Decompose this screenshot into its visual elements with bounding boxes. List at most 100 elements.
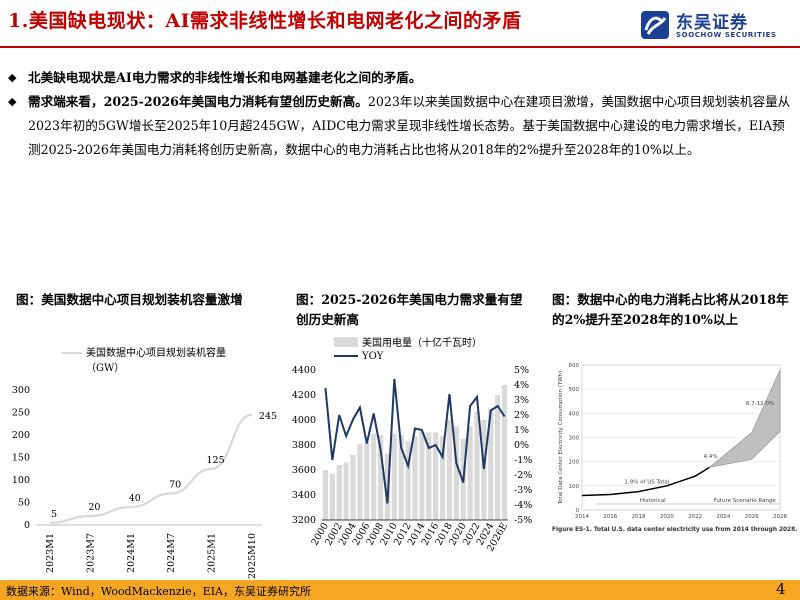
x-tick-label: 2023M1 (45, 533, 56, 573)
bar (467, 426, 473, 520)
figure-3-caption: Figure ES-1. Total U.S. data center elec… (552, 527, 798, 533)
bar (474, 411, 480, 520)
bullet-item: ◆ 需求端来看，2025-2026年美国电力消耗有望创历史新高。2023年以来美… (6, 90, 794, 162)
x-tick-label: 2024 (716, 514, 730, 520)
brand-logo: 东吴证券 SOOCHOW SECURITIES (640, 8, 790, 44)
legend-label-unit: （GW） (86, 362, 124, 374)
data-source: 数据来源：Wind，WoodMackenzie，EIA，东吴证券研究所 (6, 585, 311, 598)
bar (371, 433, 377, 520)
y-tick-label: 0 (24, 520, 30, 531)
y-tick-label: 300 (569, 436, 580, 442)
bar (377, 435, 384, 520)
figure-3-title: 图：数据中心的电力消耗占比将从2018年的2%提升至2028年的10%以上 (552, 292, 789, 327)
bar (446, 420, 453, 520)
bullet-item: ◆ 北美缺电现状是AI电力需求的非线性增长和电网基建老化之间的矛盾。 (6, 66, 794, 90)
y-tick-label: 200 (12, 430, 30, 441)
period-label: Future Scenario Range (713, 498, 776, 504)
data-label: 40 (129, 493, 141, 504)
data-label: 20 (88, 502, 100, 513)
page-number: 4 (776, 580, 786, 598)
y-right-tick-label: 5% (514, 365, 529, 376)
capacity-line-chart: 美国数据中心项目规划装机容量 （GW） 0 50 100 150 200 250 300 2023… (12, 346, 277, 579)
y-right-tick-label: 0% (514, 440, 529, 451)
yoy-line (324, 378, 506, 504)
y-left-tick-label: 4000 (292, 415, 316, 426)
data-label: 245 (259, 411, 277, 422)
x-tick-label: 2018 (632, 514, 646, 520)
bar (343, 462, 349, 520)
bar (488, 408, 494, 520)
bar (439, 436, 446, 520)
logo-text-en: SOOCHOW SECURITIES (676, 31, 777, 39)
bar (453, 426, 459, 520)
y-axis-label: Total Data Center Electricity Consumptio… (558, 371, 564, 506)
series-line (49, 413, 253, 524)
data-center-consumption-figure: 0 100 200 300 400 500 600 2014 2016 2018 2020 2022 2… (552, 355, 792, 535)
y-right-tick-label: 2% (514, 410, 529, 421)
bar (433, 432, 439, 520)
y-left-tick-label: 3600 (292, 465, 316, 476)
bar (426, 432, 432, 520)
bar (322, 470, 329, 520)
x-tick-label: 2024M7 (166, 533, 177, 573)
y-tick-label: 250 (12, 408, 30, 419)
bar (350, 455, 356, 520)
bar (398, 435, 404, 520)
y-tick-label: 50 (18, 498, 30, 509)
x-tick-label: 2023M7 (85, 533, 96, 573)
bar (419, 431, 425, 520)
x-tick-label: 2020 (660, 514, 674, 520)
y-left-tick-label: 3400 (292, 490, 316, 501)
x-tick-label: 2014 (575, 514, 589, 520)
x-tick-label: 2025M10 (247, 533, 258, 579)
consumption-line-chart: 0 100 200 300 400 500 600 2014 2016 2018 2020 2022 2… (558, 363, 787, 520)
bar (412, 436, 418, 520)
annotation: 4.4% (704, 454, 718, 460)
historical-line (581, 466, 710, 497)
y-tick-label: 100 (12, 475, 30, 486)
figure-1-title: 图：美国数据中心项目规划装机容量激增 (16, 292, 243, 307)
footer-band (0, 580, 800, 600)
y-right-tick-label: 4% (514, 380, 529, 391)
bar (481, 420, 487, 520)
electricity-bar-line-chart: 美国用电量（十亿千瓦时） YOY 3200 3400 3600 3800 4000 4200 4… (292, 336, 532, 553)
bullet-list: ◆ 北美缺电现状是AI电力需求的非线性增长和电网基建老化之间的矛盾。 ◆ 需求端… (6, 66, 794, 162)
legend-line-label: YOY (361, 351, 384, 362)
x-tick-label: 2024M1 (126, 533, 137, 573)
y-left-tick-label: 4400 (292, 365, 316, 376)
y-right-tick-label: -4% (514, 500, 532, 511)
bar (329, 473, 335, 520)
y-tick-label: 600 (569, 363, 580, 369)
y-left-tick-label: 3800 (292, 440, 316, 451)
y-tick-label: 0 (576, 508, 580, 514)
x-tick-label: 2016 (603, 514, 617, 520)
y-tick-label: 150 (12, 453, 30, 464)
figure-2-title: 图：2025-2026年美国电力需求量有望创历史新高 (296, 292, 523, 327)
y-right-tick-label: -3% (514, 485, 532, 496)
legend-label: 美国数据中心项目规划装机容量 (86, 346, 226, 359)
scenario-range-band (709, 369, 781, 468)
y-tick-label: 200 (569, 460, 580, 466)
page-title: 1.美国缺电现状：AI需求非线性增长和电网老化之间的矛盾 (8, 10, 522, 32)
bar (501, 385, 508, 520)
bar (336, 465, 342, 520)
bar (405, 441, 411, 520)
bullet-bold-text: 需求端来看，2025-2026年美国电力消耗有望创历史新高。 (28, 94, 368, 109)
x-tick-label: 2026 (745, 514, 759, 520)
period-label: Historical (640, 498, 666, 504)
y-left-tick-label: 3200 (292, 515, 316, 526)
logo-mark-icon (641, 11, 669, 39)
y-right-tick-label: -5% (514, 515, 532, 526)
y-right-tick-label: -2% (514, 470, 532, 481)
bar (364, 442, 370, 520)
legend-bar-swatch (334, 337, 358, 347)
y-left-tick-label: 4200 (292, 390, 316, 401)
diamond-bullet-icon: ◆ (8, 71, 17, 84)
bullet-bold-text: 北美缺电现状是AI电力需求的非线性增长和电网基建老化之间的矛盾。 (28, 70, 422, 85)
logo-text-cn: 东吴证券 (676, 13, 748, 33)
annotation: 1.9% of US Total (624, 479, 669, 485)
x-tick-label: 2028 (773, 514, 787, 520)
x-tick-label: 2025M1 (207, 533, 218, 573)
plot-frame (581, 364, 781, 511)
data-label: 5 (51, 509, 57, 520)
